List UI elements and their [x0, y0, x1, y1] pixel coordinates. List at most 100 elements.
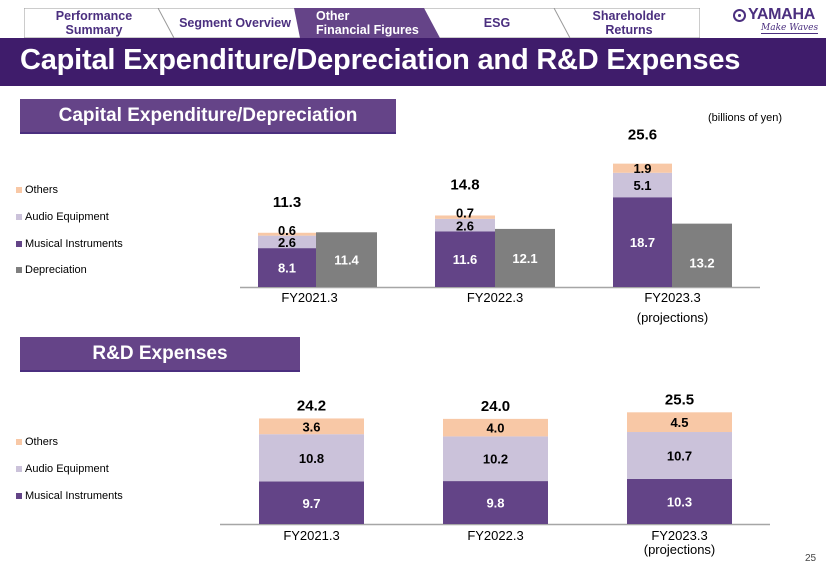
tab-shareholder-returns[interactable]: Shareholder Returns [564, 8, 694, 38]
capex-bar-depreciation [316, 232, 377, 287]
capex-bar-depreciation [495, 228, 555, 287]
tab-segment-overview[interactable]: Segment Overview [170, 8, 300, 38]
rd-category-label: FY2021.3 [283, 528, 339, 543]
rd-value-label-audio-equipment: 10.7 [667, 448, 692, 463]
legend-item-musical-instruments: Musical Instruments [16, 490, 123, 502]
legend-swatch [16, 439, 22, 445]
capex-total-label: 14.8 [450, 176, 479, 193]
tab-label-line: Segment Overview [179, 16, 291, 30]
capex-bar-others [258, 232, 316, 236]
tab-label-line: Other [316, 9, 350, 23]
legend-item-others: Others [16, 184, 58, 196]
capex-bar-audio-equipment [435, 218, 495, 232]
legend-item-others: Others [16, 436, 58, 448]
capex-value-label-musical-instruments: 11.6 [453, 252, 478, 267]
section-header-rd: R&D Expenses [20, 337, 300, 372]
active-tab-background [294, 8, 440, 38]
capex-value-label-audio-equipment: 5.1 [633, 178, 651, 193]
legend-item-depreciation: Depreciation [16, 264, 87, 276]
rd-category-sublabel: (projections) [644, 542, 716, 557]
legend-swatch [16, 466, 22, 472]
capex-value-label-depreciation: 13.2 [689, 255, 714, 270]
capex-category-label: FY2023.3 [644, 290, 700, 305]
tab-other-financial-figures[interactable]: Other Financial Figures [316, 8, 440, 38]
tab-label-line: Shareholder [592, 9, 666, 23]
rd-value-label-others: 4.5 [670, 415, 688, 430]
legend-label: Depreciation [25, 264, 87, 276]
rd-bar-musical-instruments [627, 478, 732, 524]
capex-bar-musical-instruments [435, 231, 495, 287]
legend-label: Musical Instruments [25, 490, 123, 502]
capex-bar-musical-instruments [613, 197, 672, 287]
section-title: Capital Expenditure/Depreciation [58, 104, 358, 126]
capex-total-label: 25.6 [628, 127, 657, 144]
capex-category-label: FY2022.3 [467, 290, 523, 305]
rd-value-label-audio-equipment: 10.8 [299, 451, 324, 466]
capex-value-label-others: 1.9 [633, 161, 651, 176]
capex-value-label-others: 0.7 [456, 205, 474, 220]
title-bar: Capital Expenditure/Depreciation and R&D… [0, 38, 826, 86]
rd-value-label-others: 3.6 [302, 419, 320, 434]
capex-value-label-audio-equipment: 2.6 [456, 218, 474, 233]
rd-category-label: FY2023.3 [651, 528, 707, 543]
capex-bar-audio-equipment [258, 235, 316, 249]
legend-swatch [16, 241, 22, 247]
legend-swatch [16, 267, 22, 273]
rd-bar-audio-equipment [259, 434, 364, 482]
rd-bar-others [627, 412, 732, 433]
capex-category-label: FY2021.3 [281, 290, 337, 305]
rd-bar-musical-instruments [259, 481, 364, 524]
legend-label: Others [25, 184, 59, 196]
rd-category-label: FY2022.3 [467, 528, 523, 543]
capex-bar-others [613, 163, 672, 173]
rd-value-label-musical-instruments: 10.3 [667, 494, 692, 509]
rd-bar-others [443, 418, 548, 437]
tab-label-line: Financial Figures [316, 23, 419, 37]
units-label: (billions of yen) [708, 112, 782, 124]
section-title: R&D Expenses [92, 342, 228, 364]
tuning-fork-emblem-icon [733, 8, 746, 22]
tab-label-line: ESG [483, 16, 511, 30]
tab-label-line: Summary [65, 23, 123, 37]
capex-value-label-musical-instruments: 8.1 [278, 261, 296, 276]
capex-bar-musical-instruments [258, 248, 316, 287]
rd-value-label-musical-instruments: 9.8 [486, 496, 504, 511]
capex-value-label-depreciation: 11.4 [334, 253, 359, 268]
legend-label: Audio Equipment [25, 463, 109, 475]
capex-bar-audio-equipment [613, 172, 672, 198]
legend-item-musical-instruments: Musical Instruments [16, 238, 123, 250]
rd-value-label-audio-equipment: 10.2 [483, 452, 508, 467]
rd-total-label: 25.5 [665, 391, 694, 408]
capex-category-sublabel: (projections) [637, 310, 709, 325]
rd-bar-audio-equipment [627, 432, 732, 479]
rd-bar-musical-instruments [443, 481, 548, 524]
logo-brand: YAMAHA [748, 6, 815, 23]
nav-tab-outline [24, 8, 700, 38]
tab-label-line: Returns [605, 23, 653, 37]
capex-bar-others [435, 215, 495, 219]
tab-label-line: Performance [55, 9, 133, 23]
legend-item-audio-equipment: Audio Equipment [16, 211, 109, 223]
logo-tagline: Make Waves [761, 23, 819, 34]
tab-performance-summary[interactable]: Performance Summary [24, 8, 164, 38]
page-number: 25 [805, 553, 817, 564]
capex-value-label-depreciation: 12.1 [512, 251, 537, 266]
section-header-capex: Capital Expenditure/Depreciation [20, 99, 396, 134]
legend-label: Musical Instruments [25, 238, 123, 250]
rd-bar-audio-equipment [443, 436, 548, 482]
legend-swatch [16, 493, 22, 499]
legend-item-audio-equipment: Audio Equipment [16, 463, 109, 475]
legend-label: Audio Equipment [25, 211, 109, 223]
top-navigation: Performance Summary Segment Overview Oth… [24, 8, 700, 38]
legend-swatch [16, 187, 22, 193]
tab-esg[interactable]: ESG [434, 8, 560, 38]
rd-bar-others [259, 418, 364, 435]
capex-bar-depreciation [672, 223, 732, 287]
capex-value-label-musical-instruments: 18.7 [630, 235, 655, 250]
rd-total-label: 24.2 [297, 397, 326, 414]
rd-value-label-others: 4.0 [486, 421, 504, 436]
legend-label: Others [25, 436, 59, 448]
rd-total-label: 24.0 [481, 398, 510, 415]
capex-total-label: 11.3 [273, 194, 301, 211]
yamaha-logo: YAMAHA Make Waves [733, 6, 823, 36]
